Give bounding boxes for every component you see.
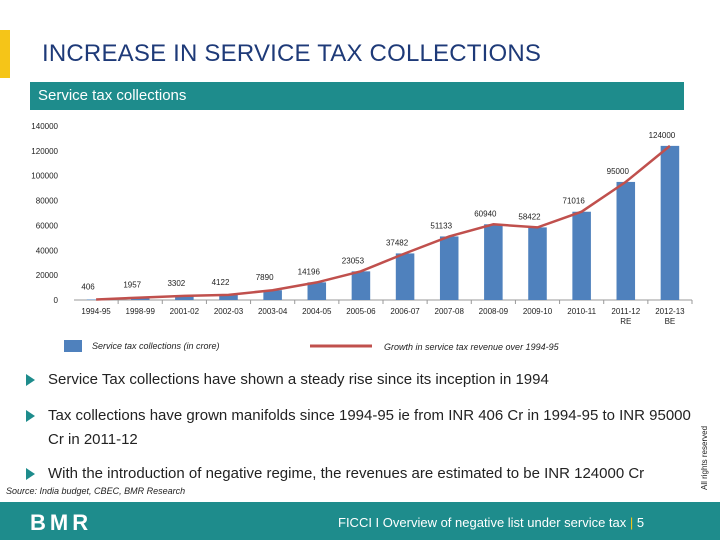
bullet-1-text: Service Tax collections have shown a ste…	[48, 371, 549, 388]
bar	[263, 290, 282, 300]
bullet-arrow-icon	[26, 374, 35, 386]
bullet-1: Service Tax collections have shown a ste…	[12, 368, 692, 392]
growth-line	[96, 144, 671, 301]
bmr-logo: BMR	[30, 510, 93, 535]
x-tick-label: 2004-05	[302, 307, 332, 316]
x-tick-label: 2001-02	[170, 307, 200, 316]
section-band-label: Service tax collections	[38, 87, 187, 104]
bar	[86, 299, 106, 300]
data-label: 37482	[386, 238, 409, 247]
data-label: 1957	[123, 281, 141, 290]
data-label: 60940	[474, 209, 497, 218]
x-tick-label: BE	[665, 317, 676, 326]
data-label: 23053	[342, 256, 365, 265]
bar	[175, 295, 194, 300]
x-tick-label: 2006-07	[390, 307, 420, 316]
bar	[307, 282, 327, 300]
bullet-3: With the introduction of negative regime…	[12, 462, 692, 486]
y-tick-label: 20000	[36, 271, 59, 280]
rights-reserved-note: All rights reserved	[700, 425, 709, 490]
x-tick-label: 1998-99	[126, 307, 156, 316]
x-tick-label: 2002-03	[214, 307, 244, 316]
page-number: 5	[636, 515, 645, 530]
data-label: 3302	[167, 279, 185, 288]
footer-separator: |	[629, 515, 634, 530]
slide-title: INCREASE IN SERVICE TAX COLLECTIONS	[42, 40, 542, 67]
x-tick-label: 2008-09	[479, 307, 509, 316]
bar	[616, 181, 636, 300]
x-tick-label: 2012-13	[655, 307, 685, 316]
x-tick-label: RE	[620, 317, 631, 326]
bar	[660, 145, 680, 300]
y-tick-label: 40000	[36, 246, 59, 255]
footer-caption: FICCI I Overview of negative list under …	[338, 515, 644, 530]
bar	[528, 227, 547, 300]
footer-bar: BMR FICCI I Overview of negative list un…	[0, 502, 720, 540]
bullet-3-text: With the introduction of negative regime…	[48, 465, 645, 482]
y-tick-label: 120000	[31, 147, 58, 156]
y-tick-label: 100000	[31, 172, 58, 181]
x-tick-label: 2010-11	[567, 307, 596, 316]
data-label: 406	[81, 282, 95, 291]
legend-bar-swatch	[64, 340, 82, 352]
data-label: 7890	[256, 273, 274, 282]
legend-line-label: Growth in service tax revenue over 1994-…	[384, 342, 560, 352]
section-band: Service tax collections	[30, 82, 684, 110]
bullet-2: Tax collections have grown manifolds sin…	[12, 404, 692, 452]
data-label: 58422	[518, 212, 541, 221]
bullet-arrow-icon	[26, 468, 35, 480]
legend-bar-label: Service tax collections (in crore)	[92, 341, 220, 351]
bar	[439, 236, 459, 300]
bar	[351, 271, 371, 300]
bar	[484, 224, 503, 300]
x-tick-label: 2009-10	[523, 307, 553, 316]
bar	[572, 211, 591, 300]
x-tick-label: 2007-08	[435, 307, 465, 316]
bullet-arrow-icon	[26, 410, 35, 422]
bar	[395, 253, 415, 300]
y-tick-label: 60000	[36, 221, 59, 230]
data-label: 4122	[212, 278, 230, 287]
data-label: 71016	[563, 197, 586, 206]
data-label: 124000	[649, 131, 676, 140]
footer-text: FICCI I Overview of negative list under …	[338, 515, 627, 530]
x-tick-label: 2003-04	[258, 307, 288, 316]
data-label: 51133	[430, 221, 452, 230]
title-accent-bar	[0, 30, 10, 78]
y-tick-label: 80000	[36, 197, 59, 206]
x-tick-label: 2011-12	[611, 307, 640, 316]
x-tick-label: 1994-95	[81, 307, 111, 316]
bar	[219, 294, 238, 300]
y-tick-label: 0	[54, 296, 59, 305]
y-tick-label: 140000	[31, 122, 58, 131]
data-label: 14196	[298, 267, 321, 276]
source-note: Source: India budget, CBEC, BMR Research	[6, 486, 186, 496]
data-label: 95000	[607, 167, 630, 176]
service-tax-chart: 0 20000 40000 60000 80000 100000 120000 140000 1…	[31, 122, 693, 352]
bullet-2-text: Tax collections have grown manifolds sin…	[48, 407, 691, 448]
x-tick-label: 2005-06	[346, 307, 376, 316]
